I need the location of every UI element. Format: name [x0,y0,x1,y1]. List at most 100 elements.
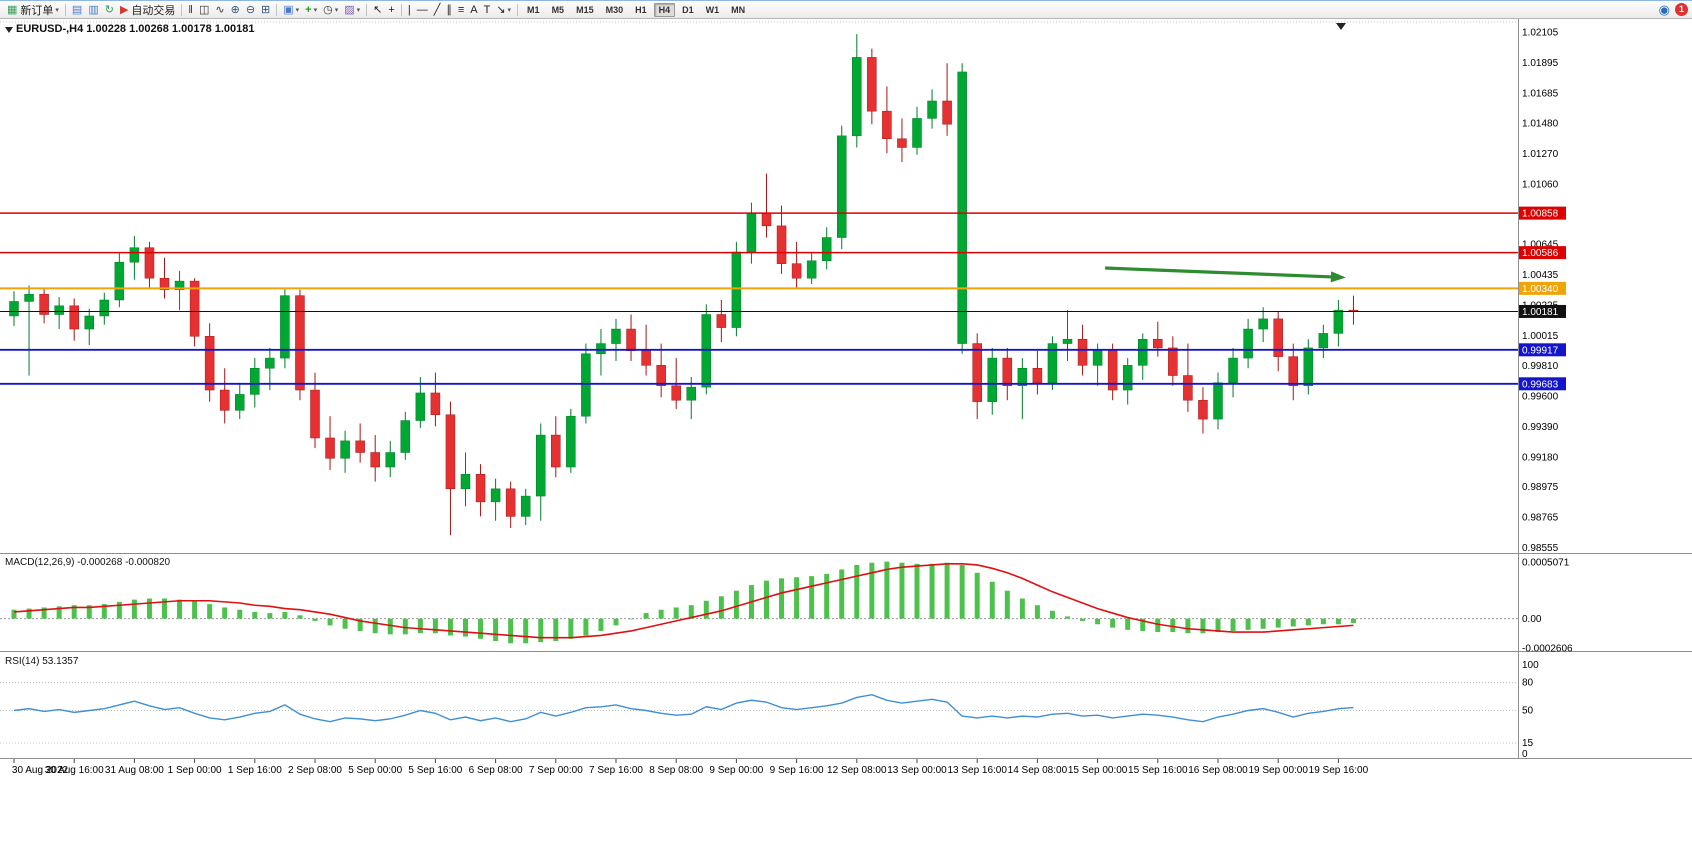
channel-button[interactable]: ∥ [443,2,455,18]
auto-trading-button[interactable]: ▶ 自动交易 [117,2,178,18]
macd-bar [673,607,679,619]
line-chart-button[interactable]: ∿ [212,2,227,18]
macd-bar [628,618,634,620]
shift-marker-icon[interactable] [1336,23,1346,30]
indicators-button[interactable]: + ▾ [302,2,320,18]
bar-chart-button[interactable]: ‖ [185,2,196,18]
toolbar-separator [276,3,278,16]
search-icon[interactable]: ◉ [1658,1,1670,17]
main-toolbar: ▦ 新订单 ▾ ▤ ▥ ↻ ▶ 自动交易 ‖ ◫ ∿ ⊕ ⊖ ⊞ ▣ ▾ + ▾ ◷ ▾ ▨ ▾ ↖ + | — ╱ ∥ ≡ A T ↘ ▾ M… [0,1,1692,19]
candle [1017,368,1028,386]
cursor-icon: ↖ [373,3,383,16]
macd-bar [658,609,664,619]
crosshair-icon: + [388,3,395,16]
candle [882,110,892,140]
new-order-button-label: 新订单 [20,4,54,17]
candle [415,392,426,421]
vertical-line-button[interactable]: | [405,2,414,18]
horizontal-line-icon: — [416,3,428,16]
timeframe-mn[interactable]: MN [731,4,746,15]
timeframe-h4[interactable]: H4 [653,2,676,17]
macd-bar [794,577,800,619]
arrows-button[interactable]: ↘ ▾ [493,2,514,18]
trend-arrow[interactable] [1105,266,1336,279]
zoom-in-button[interactable]: ⊕ [228,2,243,18]
data-window-icon: ▥ [88,3,99,16]
macd-bar [402,618,408,635]
timeframe-m1[interactable]: M1 [527,4,540,15]
zoom-out-button[interactable]: ⊖ [243,2,258,18]
timeframe-m30[interactable]: M30 [605,4,624,15]
macd-bar [312,618,318,621]
cursor-button[interactable]: ↖ [370,2,385,18]
notification-badge[interactable]: 1 [1675,3,1688,16]
candle [671,385,681,401]
price-label: 0.99390 [1522,422,1559,433]
timeframe-w1[interactable]: W1 [705,4,720,15]
fibonacci-button[interactable]: ≡ [455,2,467,18]
candle [957,71,967,344]
candle [69,305,79,330]
macd-bar [101,604,107,619]
macd-bar [1034,605,1040,619]
candle [1303,347,1314,386]
candle [460,474,471,490]
timeframe-m5[interactable]: M5 [551,4,565,15]
candle [837,135,847,238]
price-label: 1.01895 [1522,58,1559,69]
label-button[interactable]: T [481,2,494,18]
timeframe-d1[interactable]: D1 [682,4,694,15]
macd-bar [1110,618,1116,628]
macd-bar [959,564,965,619]
new-chart-button[interactable]: ▣ ▾ [280,2,302,18]
text-button[interactable]: A [467,2,480,18]
candle [596,343,606,354]
timeframe-m15[interactable]: M15 [576,4,594,15]
candlestick-button[interactable]: ◫ [196,2,212,18]
new-order-button[interactable]: ▦ 新订单 ▾ [4,2,62,18]
refresh-icon: ↻ [104,3,114,16]
trendline-icon: ╱ [433,3,441,16]
macd-bar [342,618,348,629]
time-label: 13 Sep 16:00 [947,765,1007,776]
periods-button[interactable]: ◷ ▾ [320,2,341,18]
tile-windows-button[interactable]: ⊞ [258,2,273,18]
macd-bar [162,598,167,619]
chart-plot-area[interactable] [0,19,1518,758]
price-label: 1.01685 [1522,88,1559,99]
time-label: 15 Sep 00:00 [1068,765,1128,776]
price-label: 1.00435 [1522,270,1559,281]
time-axis[interactable] [0,759,1692,785]
candle [821,237,832,262]
data-window-button[interactable]: ▥ [85,2,101,18]
time-label: 31 Aug 08:00 [105,765,164,776]
price-label: 0.98555 [1522,543,1559,554]
candle [1122,365,1133,391]
toolbar-separator [181,3,183,16]
price-tag [1519,281,1566,295]
price-label: 0.98975 [1522,482,1559,493]
fibonacci-icon: ≡ [457,3,465,16]
toolbar-right: ◉ 1 [1654,2,1688,18]
candle [39,293,49,315]
candle [701,314,712,388]
refresh-button[interactable]: ↻ [102,2,117,18]
candle [1032,368,1043,384]
timeframe-h1[interactable]: H1 [635,4,647,15]
macd-bar [688,605,694,619]
templates-button[interactable]: ▨ ▾ [341,2,363,18]
macd-bar [944,562,950,619]
time-label: 5 Sep 00:00 [348,765,402,776]
horizontal-line-button[interactable]: — [414,2,431,18]
candle [1047,343,1058,384]
crosshair-button[interactable]: + [385,2,397,18]
trendline-button[interactable]: ╱ [431,2,444,18]
candle [250,368,260,395]
macd-bar [733,590,739,619]
rsi-axis-label: 100 [1522,660,1539,671]
market-watch-button[interactable]: ▤ [69,2,85,18]
candle [1288,356,1298,386]
one-click-trading-arrow-icon[interactable] [5,27,13,33]
time-label: 8 Sep 08:00 [649,765,703,776]
